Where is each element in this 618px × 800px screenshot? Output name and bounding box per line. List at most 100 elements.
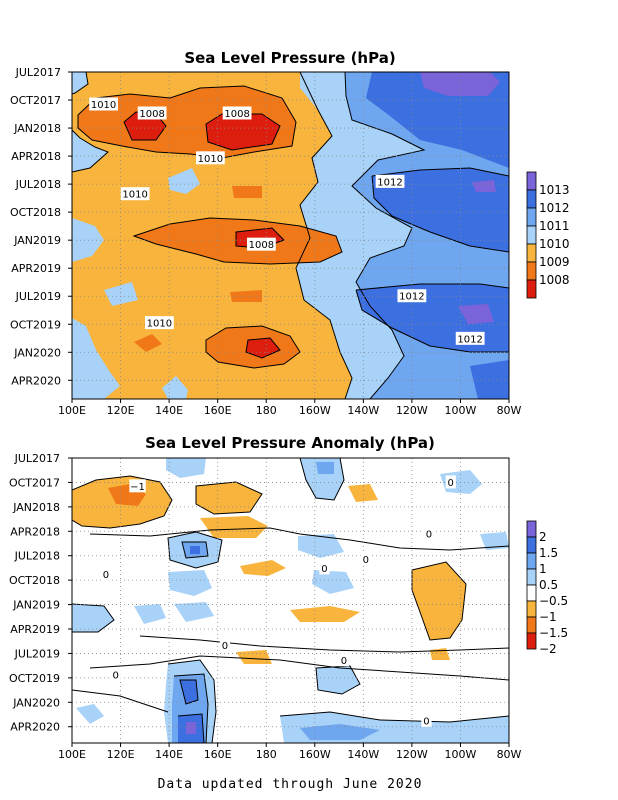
contour-label: 1012 [377, 177, 402, 188]
plot-frame [71, 457, 510, 744]
contour-label-bg [423, 527, 434, 541]
panel-sea-level-pressure: Sea Level Pressure (hPa) [10, 49, 570, 417]
colorbar-swatch [526, 171, 537, 191]
y-tick-label: JUL2017 [15, 66, 61, 79]
colorbar-label: −2 [539, 642, 557, 656]
contour-label-bg [110, 667, 121, 681]
x-tick-label: 180 [256, 748, 277, 761]
x-tick-label: 100W [445, 748, 477, 761]
y-tick-label: JUL2018 [15, 178, 61, 191]
contour-label: 0 [448, 478, 454, 489]
y-tick-label: JUL2017 [14, 452, 60, 465]
x-tick-label: 100E [58, 748, 86, 761]
contour-labels: −1 0 0 0 0 0 0 0 0 0 [100, 475, 456, 727]
colorbar: 2 1.5 1 0.5 −0.5 −1 −1.5 −2 [526, 520, 568, 656]
pressure-field [72, 72, 509, 399]
y-tick-label: OCT2018 [10, 206, 61, 219]
y-axis-ticks: JUL2017 OCT2017 JAN2018 APR2018 JUL2018 OCT20… [10, 66, 72, 387]
colorbar-label: 0.5 [539, 578, 558, 592]
colorbar-label: 1012 [539, 201, 570, 215]
grid-lines [72, 72, 509, 399]
contour-label-bg [397, 289, 427, 303]
contour-label: 1010 [198, 154, 223, 165]
colorbar-swatch [526, 207, 537, 227]
contour-label: 1012 [457, 334, 482, 345]
contour-label-bg [100, 567, 112, 581]
contour-label-bg [222, 106, 252, 120]
contour-label: 0 [321, 564, 327, 575]
y-tick-label: APR2019 [10, 623, 60, 636]
y-tick-label: OCT2019 [9, 672, 60, 685]
x-tick-label: 100W [445, 404, 477, 417]
chart-title: Sea Level Pressure (hPa) [184, 49, 395, 67]
colorbar-swatch [526, 243, 537, 263]
x-axis-ticks: 100E 120E 140E 160E 180 160W 140W 120W 100W 80W [58, 399, 522, 417]
x-tick-label: 140W [347, 748, 379, 761]
y-tick-label: APR2019 [11, 262, 61, 275]
contour-label-bg [137, 106, 167, 120]
y-tick-label: JUL2018 [14, 550, 60, 563]
footer-note: Data updated through June 2020 [158, 777, 423, 792]
contour-label: 0 [113, 670, 119, 681]
colorbar-label: 2 [539, 530, 547, 544]
colorbar-swatch [526, 616, 537, 634]
x-tick-label: 140E [155, 748, 183, 761]
y-tick-label: JUL2019 [14, 647, 60, 660]
x-tick-label: 80W [497, 404, 522, 417]
x-tick-label: 80W [497, 748, 522, 761]
x-tick-label: 120E [107, 404, 135, 417]
contour-label: 1010 [91, 100, 116, 111]
y-tick-label: JAN2019 [13, 234, 61, 247]
chart-title: Sea Level Pressure Anomaly (hPa) [145, 434, 435, 452]
colorbar-label: −0.5 [539, 594, 568, 608]
colorbar-swatch [526, 600, 537, 618]
x-tick-label: 160E [204, 748, 232, 761]
contour-label-bg [246, 237, 276, 251]
contour-label-bg [455, 331, 485, 345]
colorbar-label: 1009 [539, 255, 570, 269]
contour-label-bg [89, 97, 118, 111]
y-tick-label: APR2018 [11, 150, 61, 163]
contour-label-bg [219, 638, 231, 652]
contour-label-bg [145, 316, 174, 330]
x-tick-label: 160W [299, 404, 331, 417]
plot-frame [71, 71, 510, 400]
colorbar-label: 1010 [539, 237, 570, 251]
contour-label-bg [338, 653, 350, 667]
colorbar-swatch [526, 520, 537, 538]
y-tick-label: JAN2020 [13, 346, 61, 359]
contour-label-bg [360, 552, 371, 566]
y-tick-label: OCT2018 [9, 574, 60, 587]
colorbar-swatch [526, 536, 537, 554]
x-tick-label: 120W [396, 748, 428, 761]
colorbar-label: 1013 [539, 183, 570, 197]
panel-sea-level-pressure-anomaly: Sea Level Pressure Anomaly (hPa) [9, 434, 568, 761]
y-tick-label: OCT2017 [9, 476, 60, 489]
x-tick-label: 160E [204, 404, 232, 417]
x-tick-label: 120W [396, 404, 428, 417]
colorbar-label: −1 [539, 610, 557, 624]
colorbar-label: 1011 [539, 219, 570, 233]
x-tick-label: 100E [58, 404, 86, 417]
colorbar-label: 1008 [539, 273, 570, 287]
colorbar-swatch [526, 225, 537, 245]
contour-label: 0 [103, 570, 109, 581]
y-tick-label: JAN2019 [12, 599, 60, 612]
colorbar-swatch [526, 261, 537, 281]
contour-label: 1008 [249, 240, 274, 251]
contour-label: 1010 [147, 319, 172, 330]
y-tick-label: OCT2017 [10, 94, 61, 107]
y-tick-label: JAN2018 [13, 122, 61, 135]
grid-lines [72, 458, 509, 743]
contour-label-bg [375, 174, 405, 188]
contour-labels: 1010 1008 1008 1010 1010 1012 1008 1012 1010 1012 [89, 97, 485, 345]
y-axis-ticks: JUL2017 OCT2017 JAN2018 APR2018 JUL2018 OCT20… [9, 452, 72, 734]
contour-label: 1008 [224, 109, 249, 120]
y-tick-label: APR2020 [10, 721, 60, 734]
colorbar-swatch [526, 552, 537, 570]
colorbar-swatch [526, 279, 537, 299]
x-tick-label: 140W [347, 404, 379, 417]
contour-label-bg [120, 187, 150, 201]
contour-label: 1010 [122, 190, 147, 201]
x-tick-label: 160W [299, 748, 331, 761]
